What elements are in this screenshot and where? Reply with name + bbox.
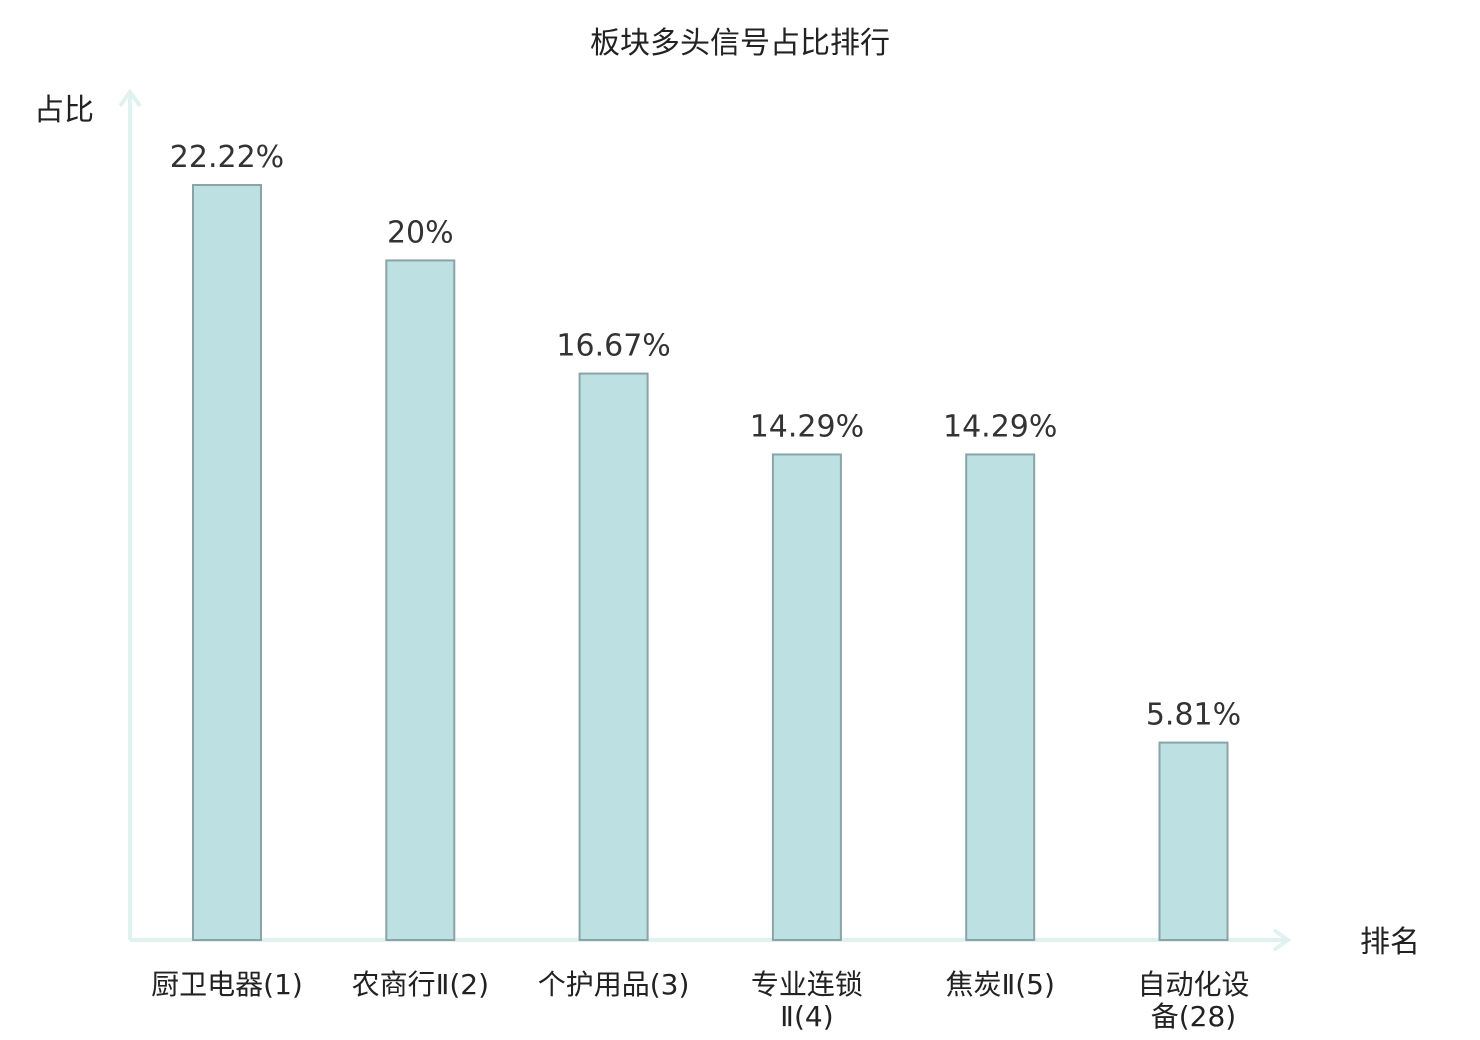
category-label: 厨卫电器(1) [151,968,303,1001]
bars-group [192,184,1229,942]
bar [771,453,842,941]
bar-value-label: 14.29% [750,409,864,444]
category-label: 农商行Ⅱ(2) [352,968,489,1001]
category-label-line: 备(28) [1151,1000,1236,1033]
bar [1158,741,1229,941]
category-label-line: 个护用品(3) [538,968,690,1001]
category-label-line: 专业连锁 [751,968,863,1001]
x-axis-arrow [1272,928,1292,952]
bar [385,259,456,941]
category-label: 个护用品(3) [538,968,690,1001]
value-labels-group: 22.22% 20% 16.67% 14.29% 14.29% 5.81% [170,140,1241,733]
bar-value-label: 5.81% [1146,698,1241,733]
category-label-line: 农商行Ⅱ(2) [352,968,489,1001]
bar-value-label: 20% [387,215,454,250]
bar [192,184,262,941]
x-axis-label: 排名 [1360,925,1420,960]
bar [965,453,1036,941]
bar-value-label: 16.67% [556,329,670,364]
category-label-line: 厨卫电器(1) [151,968,303,1001]
category-label-line: 自动化设 [1137,968,1249,1001]
category-label: 焦炭Ⅱ(5) [945,968,1054,1001]
axes [118,88,1292,952]
bar [578,372,649,942]
bar-value-label: 22.22% [170,140,284,175]
category-label: 自动化设备(28) [1137,968,1249,1033]
chart-title: 板块多头信号占比排行 [590,26,890,61]
category-label: 专业连锁 Ⅱ(4) [751,968,863,1033]
y-axis-arrow [118,88,142,108]
category-label-line: 焦炭Ⅱ(5) [945,968,1054,1001]
category-label-line: Ⅱ(4) [780,1000,833,1033]
bar-value-label: 14.29% [943,409,1057,444]
category-labels-group: 厨卫电器(1) 农商行Ⅱ(2) 个护用品(3) 专业连锁 Ⅱ(4) 焦炭Ⅱ(5) 自动化设备… [151,968,1249,1033]
y-axis-label: 占比 [34,93,94,128]
